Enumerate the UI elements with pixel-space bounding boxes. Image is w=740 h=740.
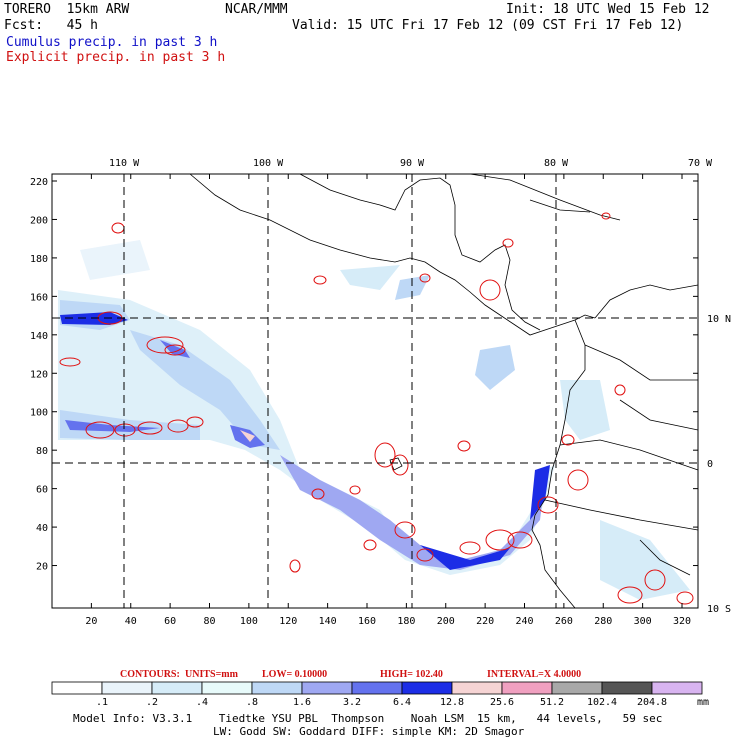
colorbar-swatch <box>401 681 453 695</box>
colorbar-label: 102.4 <box>587 697 617 708</box>
colorbar-label: 12.8 <box>440 697 464 708</box>
x-tick-label: 120 <box>279 616 297 627</box>
colorbar-label: 3.2 <box>343 697 361 708</box>
colorbar-swatch <box>201 681 253 695</box>
colorbar-label: .1 <box>96 697 108 708</box>
colorbar <box>51 681 703 695</box>
y-tick-label: 20 <box>36 562 48 573</box>
colorbar-swatch <box>101 681 153 695</box>
colorbar-swatch <box>451 681 503 695</box>
colorbar-label: 51.2 <box>540 697 564 708</box>
interval-label: INTERVAL=X 4.0000 <box>487 669 581 680</box>
y-tick-label: 120 <box>30 369 48 380</box>
x-tick-label: 280 <box>594 616 612 627</box>
model-info: Model Info: V3.3.1 Tiedtke YSU PBL Thomp… <box>73 712 663 725</box>
y-tick-label: 60 <box>36 485 48 496</box>
colorbar-label: 1.6 <box>293 697 311 708</box>
y-tick-label: 160 <box>30 292 48 303</box>
colorbar-unit: mm <box>697 697 709 708</box>
y-tick-label: 200 <box>30 215 48 226</box>
model-title: TORERO 15km ARW <box>4 2 130 17</box>
colorbar-swatch <box>651 681 703 695</box>
x-tick-label: 40 <box>125 616 137 627</box>
colorbar-swatch <box>301 681 353 695</box>
y-axis-ticks: 20 40 60 80 100 120 140 160 180 200 220 <box>30 177 698 573</box>
colorbar-label: .4 <box>196 697 208 708</box>
colorbar-label: .2 <box>146 697 158 708</box>
lon-label-90w: 90 W <box>400 158 425 169</box>
explicit-precip-contours <box>59 212 694 605</box>
top-longitude-labels: 110 W 100 W 90 W 80 W 70 W <box>109 158 713 169</box>
colorbar-swatch <box>351 681 403 695</box>
colorbar-label: 6.4 <box>393 697 411 708</box>
colorbar-swatch <box>551 681 603 695</box>
low-label: LOW= 0.10000 <box>262 669 327 680</box>
colorbar-swatch <box>51 681 103 695</box>
x-tick-label: 80 <box>203 616 215 627</box>
x-axis-ticks: 20 40 60 80 100 120 140 160 180 200 220 240 260 280 30… <box>85 174 691 627</box>
lon-label-100w: 100 W <box>253 158 284 169</box>
y-tick-label: 140 <box>30 331 48 342</box>
colorbar-swatch <box>151 681 203 695</box>
x-tick-label: 240 <box>515 616 533 627</box>
x-tick-label: 220 <box>476 616 494 627</box>
lon-label-70w: 70 W <box>688 158 713 169</box>
x-tick-label: 160 <box>358 616 376 627</box>
colorbar-labels: .1 .2 .4 .8 1.6 3.2 6.4 12.8 25.6 51.2 102.4 204.8 <box>96 697 667 708</box>
contour-info: CONTOURS: UNITS=mm LOW= 0.10000 HIGH= 10… <box>120 669 581 680</box>
lat-label-10n: 10 N <box>707 314 731 325</box>
lat-label-10s: 10 S <box>707 604 731 615</box>
x-tick-label: 20 <box>85 616 97 627</box>
x-tick-label: 320 <box>673 616 691 627</box>
y-tick-label: 100 <box>30 408 48 419</box>
colorbar-swatch <box>501 681 553 695</box>
high-label: HIGH= 102.40 <box>380 669 443 680</box>
lon-label-110w: 110 W <box>109 158 140 169</box>
x-tick-label: 140 <box>319 616 337 627</box>
y-tick-label: 80 <box>36 446 48 457</box>
valid-time: Valid: 15 UTC Fri 17 Feb 12 (09 CST Fri … <box>292 18 684 33</box>
lat-label-0: 0 <box>707 459 713 470</box>
init-time: Init: 18 UTC Wed 15 Feb 12 <box>506 2 710 17</box>
physics-info: LW: Godd SW: Goddard DIFF: simple KM: 2D… <box>213 725 525 738</box>
contours-label: CONTOURS: <box>120 669 180 680</box>
lon-label-80w: 80 W <box>544 158 569 169</box>
x-tick-label: 300 <box>634 616 652 627</box>
colorbar-label: .8 <box>246 697 258 708</box>
colorbar-swatch <box>601 681 653 695</box>
x-tick-label: 180 <box>397 616 415 627</box>
colorbar-label: 25.6 <box>490 697 514 708</box>
x-tick-label: 60 <box>164 616 176 627</box>
coastlines <box>189 173 699 609</box>
x-tick-label: 200 <box>437 616 455 627</box>
colorbar-label: 204.8 <box>637 697 667 708</box>
org-label: NCAR/MMM <box>225 2 288 17</box>
explicit-precip-label: Explicit precip. in past 3 h <box>6 50 226 65</box>
x-tick-label: 260 <box>555 616 573 627</box>
cumulus-precip-label: Cumulus precip. in past 3 h <box>6 35 218 50</box>
y-tick-label: 220 <box>30 177 48 188</box>
grid-lines <box>52 174 698 608</box>
y-tick-label: 40 <box>36 523 48 534</box>
units-label: UNITS=mm <box>185 669 239 680</box>
y-tick-label: 180 <box>30 254 48 265</box>
forecast-hour: Fcst: 45 h <box>4 18 98 33</box>
precip-shading <box>58 240 690 600</box>
colorbar-swatch <box>251 681 303 695</box>
right-latitude-labels: 10 N 0 10 S <box>707 314 731 615</box>
x-tick-label: 100 <box>240 616 258 627</box>
